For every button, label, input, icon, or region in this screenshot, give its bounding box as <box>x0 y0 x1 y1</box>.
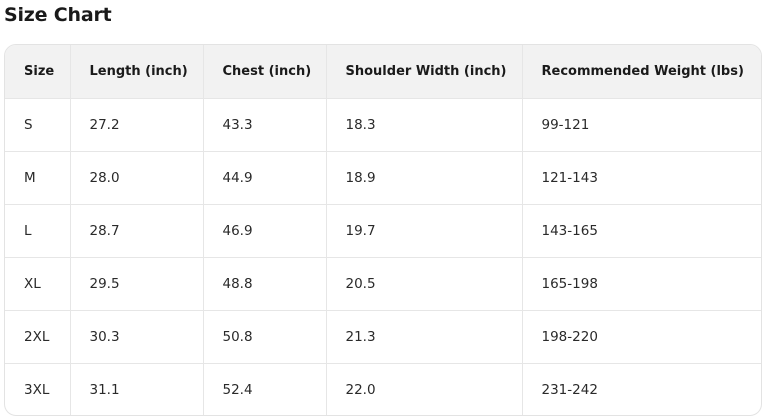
table-cell: 165-198 <box>522 257 761 311</box>
table-cell: 99-121 <box>522 98 761 152</box>
table-cell: 52.4 <box>203 363 327 415</box>
table-cell: 21.3 <box>326 310 523 364</box>
column-header: Length (inch) <box>70 45 204 99</box>
column-header: Size <box>5 45 71 99</box>
table-cell: 48.8 <box>203 257 327 311</box>
table-cell: M <box>5 151 71 205</box>
table-row: 2XL 30.3 50.8 21.3 198-220 <box>5 310 761 364</box>
table-cell: 44.9 <box>203 151 327 205</box>
table-cell: 18.9 <box>326 151 523 205</box>
table-cell: 121-143 <box>522 151 761 205</box>
table-cell: 18.3 <box>326 98 523 152</box>
table-cell: 143-165 <box>522 204 761 258</box>
size-chart-table-container: Size Length (inch) Chest (inch) Shoulder Wi… <box>4 44 762 416</box>
table-cell: 31.1 <box>70 363 204 415</box>
table-cell: 29.5 <box>70 257 204 311</box>
column-header: Shoulder Width (inch) <box>326 45 523 99</box>
page-title: Size Chart <box>4 4 112 26</box>
table-cell: 2XL <box>5 310 71 364</box>
column-header: Recommended Weight (lbs) <box>522 45 761 99</box>
table-row: XL 29.5 48.8 20.5 165-198 <box>5 257 761 311</box>
table-header-row: Size Length (inch) Chest (inch) Shoulder Wi… <box>5 45 761 99</box>
table-cell: 22.0 <box>326 363 523 415</box>
table-cell: 46.9 <box>203 204 327 258</box>
table-cell: 43.3 <box>203 98 327 152</box>
size-chart-table: Size Length (inch) Chest (inch) Shoulder Wi… <box>5 45 761 415</box>
table-cell: 50.8 <box>203 310 327 364</box>
table-row: M 28.0 44.9 18.9 121-143 <box>5 151 761 205</box>
table-cell: 20.5 <box>326 257 523 311</box>
table-cell: L <box>5 204 71 258</box>
table-row: L 28.7 46.9 19.7 143-165 <box>5 204 761 258</box>
table-row: S 27.2 43.3 18.3 99-121 <box>5 98 761 152</box>
table-cell: 27.2 <box>70 98 204 152</box>
table-cell: 28.7 <box>70 204 204 258</box>
table-cell: 231-242 <box>541 382 598 398</box>
table-cell: 19.7 <box>326 204 523 258</box>
table-cell: 28.0 <box>70 151 204 205</box>
table-cell: 30.3 <box>70 310 204 364</box>
table-cell: XL <box>5 257 71 311</box>
column-header: Chest (inch) <box>203 45 327 99</box>
table-cell: 3XL <box>5 363 71 415</box>
table-cell: S <box>5 98 71 152</box>
table-row: 3XL 31.1 52.4 22.0 231-242 <box>5 363 761 415</box>
table-cell: 198-220 <box>522 310 761 364</box>
